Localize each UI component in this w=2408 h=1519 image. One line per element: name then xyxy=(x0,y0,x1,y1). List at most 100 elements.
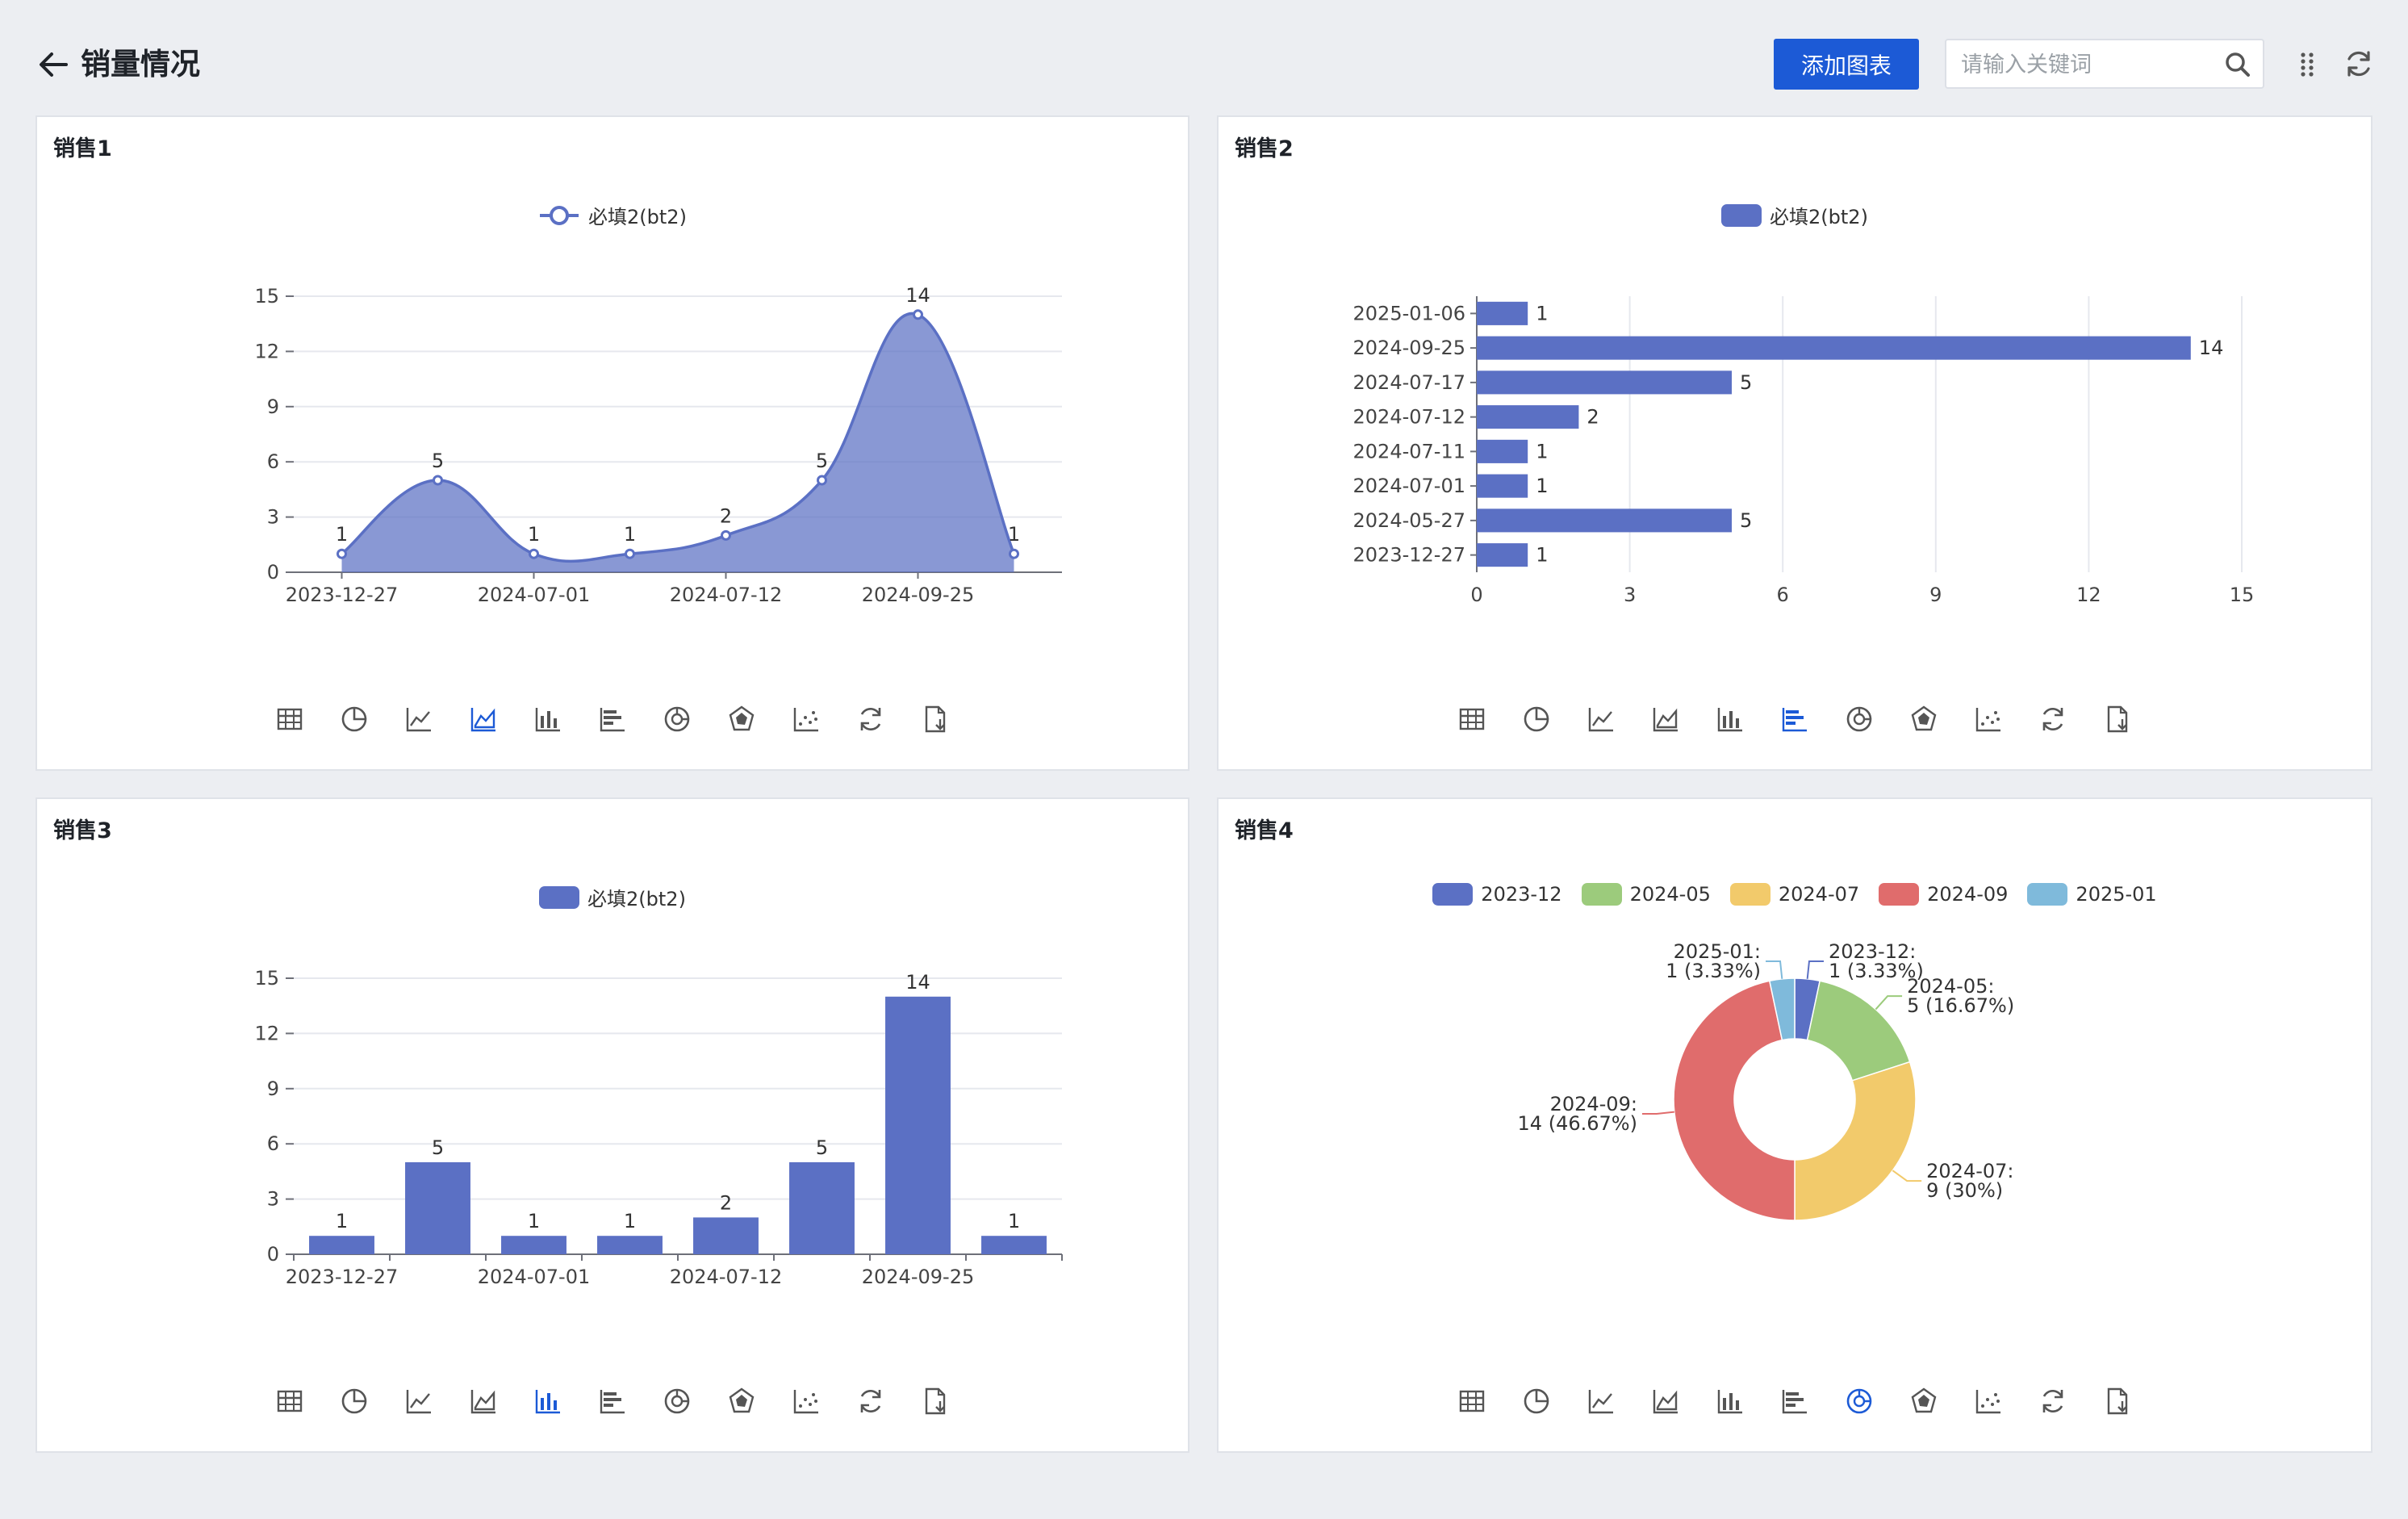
horizontal-bar-icon[interactable] xyxy=(596,1385,629,1417)
data-label: 1 xyxy=(336,523,348,546)
chart-type-toolbar xyxy=(1219,1385,2371,1417)
export-icon[interactable] xyxy=(2101,1385,2134,1417)
chart-legend[interactable]: 必填2(bt2) xyxy=(1219,201,2371,232)
data-label: 14 xyxy=(2199,337,2224,359)
pie-icon[interactable] xyxy=(338,703,370,735)
label-line xyxy=(1875,995,1903,1011)
horizontal-bar-chart[interactable]: 0 3 6 9 12 1512023-12-2752024-05-2712024-07-0… xyxy=(1219,117,2371,682)
refresh-icon[interactable] xyxy=(2343,48,2374,79)
line-icon[interactable] xyxy=(403,1385,435,1417)
data-label: 1 xyxy=(1008,1210,1020,1232)
horizontal-bar-icon[interactable] xyxy=(1779,703,1811,735)
legend-item[interactable]: 2024-07 xyxy=(1729,883,1860,906)
area-icon[interactable] xyxy=(1649,1385,1682,1417)
bar-icon[interactable] xyxy=(1714,1385,1746,1417)
horizontal-bar-icon[interactable] xyxy=(1779,1385,1811,1417)
legend-item[interactable]: 2024-09 xyxy=(1879,883,2008,906)
x-tick-label: 2023-12-27 xyxy=(286,584,398,606)
pie-icon[interactable] xyxy=(338,1385,370,1417)
data-label: 1 xyxy=(1536,544,1548,567)
y-tick-label: 2023-12-27 xyxy=(1353,544,1465,567)
search-icon[interactable] xyxy=(2224,51,2251,78)
pie-icon[interactable] xyxy=(1520,1385,1553,1417)
chart-card-sales1: 销售1 必填2(bt2) 0 3 6 9 12 15 1 5 1 1 2 5 14 1 2023-12-27… xyxy=(36,115,1189,771)
table-icon[interactable] xyxy=(274,1385,306,1417)
legend-item[interactable]: 2025-01 xyxy=(2027,883,2157,906)
table-icon[interactable] xyxy=(274,703,306,735)
legend-item[interactable]: 必填2(bt2) xyxy=(539,883,686,911)
data-label: 5 xyxy=(816,1136,828,1159)
donut-chart[interactable]: 2023-12:1 (3.33%)2024-05:5 (16.67%)2024-… xyxy=(1219,799,2371,1364)
scatter-icon[interactable] xyxy=(1972,1385,2005,1417)
legend-label: 2024-09 xyxy=(1927,883,2009,906)
radar-icon[interactable] xyxy=(725,703,758,735)
y-tick-label: 2024-07-01 xyxy=(1353,475,1465,497)
chart-legend[interactable]: 2023-12 2024-05 2024-07 2024-09 2025-01 xyxy=(1219,883,2371,910)
donut-icon[interactable] xyxy=(661,1385,693,1417)
card-title: 销售2 xyxy=(1235,136,1294,161)
legend-item[interactable]: 必填2(bt2) xyxy=(538,201,687,229)
refresh-icon[interactable] xyxy=(855,703,887,735)
scatter-icon[interactable] xyxy=(790,703,822,735)
export-icon[interactable] xyxy=(2101,703,2134,735)
chart-legend[interactable]: 必填2(bt2) xyxy=(37,883,1188,914)
bar-icon[interactable] xyxy=(532,1385,564,1417)
area-fill xyxy=(341,313,1014,572)
bar xyxy=(501,1236,566,1254)
donut-icon[interactable] xyxy=(1843,703,1875,735)
x-tick-label: 2023-12-27 xyxy=(286,1266,398,1288)
drag-handle-icon[interactable] xyxy=(2293,50,2321,77)
data-label: 14 xyxy=(905,971,930,994)
search-box xyxy=(1945,39,2264,89)
radar-icon[interactable] xyxy=(1908,1385,1940,1417)
donut-icon[interactable] xyxy=(661,703,693,735)
horizontal-bar-icon[interactable] xyxy=(596,703,629,735)
bar-icon[interactable] xyxy=(532,703,564,735)
y-tick-label: 3 xyxy=(267,506,279,529)
export-icon[interactable] xyxy=(919,1385,951,1417)
legend-label: 2024-07 xyxy=(1778,883,1860,906)
refresh-icon[interactable] xyxy=(2037,703,2069,735)
line-icon[interactable] xyxy=(403,703,435,735)
search-input[interactable] xyxy=(1959,47,2213,82)
x-tick-label: 2024-07-12 xyxy=(670,584,782,606)
table-icon[interactable] xyxy=(1456,703,1488,735)
x-tick-label: 2024-07-12 xyxy=(670,1266,782,1288)
refresh-icon[interactable] xyxy=(855,1385,887,1417)
legend-item[interactable]: 2023-12 xyxy=(1432,883,1562,906)
x-tick-label: 0 xyxy=(1470,584,1482,606)
area-icon[interactable] xyxy=(1649,703,1682,735)
page-header: 销量情况 添加图表 xyxy=(0,0,2408,113)
chart-type-toolbar xyxy=(1219,703,2371,735)
chart-card-sales3: 销售3 必填2(bt2) 0 3 6 9 12 15 1 5 1 1 2 5 14 1 2023-12-27… xyxy=(36,797,1189,1453)
radar-icon[interactable] xyxy=(1908,703,1940,735)
card-title: 销售3 xyxy=(53,818,112,843)
legend-item[interactable]: 必填2(bt2) xyxy=(1721,201,1868,229)
data-label: 2 xyxy=(720,504,732,527)
scatter-icon[interactable] xyxy=(790,1385,822,1417)
legend-item[interactable]: 2024-05 xyxy=(1581,883,1711,906)
add-chart-button[interactable]: 添加图表 xyxy=(1774,39,1919,90)
bar-icon[interactable] xyxy=(1714,703,1746,735)
slice-label: 2024-07: xyxy=(1926,1160,2013,1182)
export-icon[interactable] xyxy=(919,703,951,735)
back-arrow-icon[interactable] xyxy=(36,47,71,82)
radar-icon[interactable] xyxy=(725,1385,758,1417)
legend-line-symbol-icon xyxy=(540,205,579,225)
table-icon[interactable] xyxy=(1456,1385,1488,1417)
area-icon[interactable] xyxy=(467,1385,500,1417)
scatter-icon[interactable] xyxy=(1972,703,2005,735)
pie-icon[interactable] xyxy=(1520,703,1553,735)
bar xyxy=(405,1162,470,1254)
donut-icon[interactable] xyxy=(1843,1385,1875,1417)
label-line xyxy=(1766,960,1783,979)
refresh-icon[interactable] xyxy=(2037,1385,2069,1417)
line-icon[interactable] xyxy=(1585,1385,1617,1417)
area-icon[interactable] xyxy=(467,703,500,735)
x-tick-label: 2024-09-25 xyxy=(862,584,974,606)
y-tick-label: 2024-07-12 xyxy=(1353,406,1465,429)
chart-legend[interactable]: 必填2(bt2) xyxy=(37,201,1188,232)
line-icon[interactable] xyxy=(1585,703,1617,735)
